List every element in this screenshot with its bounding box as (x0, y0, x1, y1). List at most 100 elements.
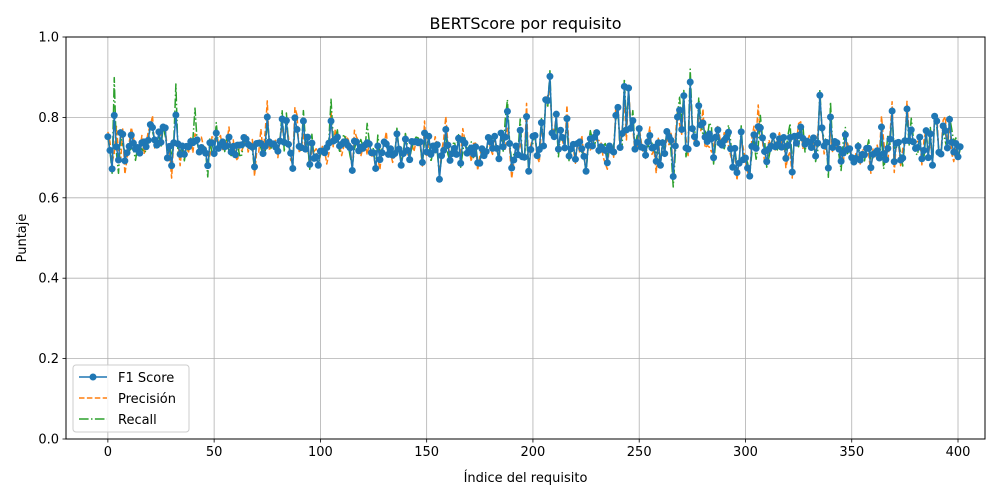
f1-score-point (580, 152, 588, 160)
f1-score-point (784, 142, 792, 150)
f1-score-point (223, 142, 231, 150)
f1-score-point (520, 153, 528, 161)
f1-score-point (880, 150, 888, 158)
f1-score-point (943, 144, 951, 152)
f1-score-point (937, 150, 945, 158)
f1-score-point (442, 125, 450, 133)
f1-score-point (954, 153, 962, 161)
f1-score-point (112, 143, 120, 151)
f1-score-point (457, 159, 465, 167)
f1-score-point (610, 148, 618, 156)
f1-score-point (121, 157, 129, 165)
f1-score-point (452, 150, 460, 158)
y-tick-label: 1.0 (38, 31, 59, 46)
f1-score-point (446, 156, 454, 164)
y-axis: 0.0 0.2 0.4 0.6 0.8 1.0 (38, 31, 66, 448)
f1-score-point (633, 138, 641, 146)
f1-score-point (149, 123, 156, 131)
f1-score-point (878, 123, 885, 131)
f1-score-point (314, 161, 322, 169)
f1-score-point (833, 139, 841, 147)
x-tick-label: 350 (839, 445, 864, 460)
f1-score-point (731, 144, 739, 152)
series-layer (104, 68, 964, 188)
f1-score-point (119, 130, 127, 138)
f1-score-point (867, 164, 875, 172)
f1-score-point (493, 144, 501, 152)
f1-score-point (503, 107, 511, 115)
f1-score-point (737, 128, 745, 136)
f1-score-point (501, 133, 509, 141)
f1-score-point (690, 133, 698, 141)
f1-score-point (907, 126, 915, 134)
f1-score-point (393, 130, 401, 138)
f1-score-point (688, 125, 696, 133)
x-tick-label: 0 (104, 445, 112, 460)
f1-score-point (210, 150, 218, 158)
f1-score-point (601, 146, 609, 154)
f1-score-point (576, 138, 584, 146)
f1-score-point (259, 150, 267, 158)
f1-score-point (805, 138, 813, 146)
f1-score-point (372, 164, 380, 172)
f1-score-point (890, 158, 898, 166)
y-tick-label: 0.0 (38, 433, 59, 448)
f1-score-point (565, 152, 573, 160)
f1-score-point (544, 97, 552, 105)
y-tick-label: 0.2 (38, 352, 59, 367)
f1-score-point (667, 136, 675, 144)
f1-score-point (506, 140, 514, 148)
f1-score-point (136, 149, 144, 157)
y-tick-label: 0.8 (38, 111, 59, 126)
f1-score-point (642, 151, 650, 159)
legend: F1 Score Precisión Recall (72, 364, 190, 433)
f1-score-point (308, 139, 316, 147)
legend-box (72, 364, 190, 433)
f1-score-point (756, 124, 764, 132)
f1-score-point (741, 154, 749, 162)
f1-score-point (161, 124, 169, 132)
f1-score-point (914, 144, 922, 152)
f1-score-point (202, 149, 210, 157)
f1-score-point (495, 155, 503, 163)
f1-score-point (374, 142, 382, 150)
x-tick-label: 100 (308, 445, 333, 460)
f1-score-point (676, 106, 684, 114)
f1-score-point (127, 131, 135, 139)
f1-score-point (306, 160, 314, 168)
f1-score-point (291, 114, 299, 122)
f1-score-point (778, 143, 786, 151)
f1-score-point (533, 152, 541, 160)
f1-score-point (941, 127, 949, 135)
x-tick-label: 150 (414, 445, 439, 460)
f1-score-point (499, 143, 507, 151)
f1-score-point (440, 146, 448, 154)
f1-score-point (302, 145, 310, 153)
f1-score-point (444, 141, 452, 149)
f1-score-point (616, 144, 624, 152)
legend-recall-label: Recall (118, 413, 157, 428)
f1-score-point (450, 144, 458, 152)
f1-score-point (333, 133, 341, 141)
f1-score-point (603, 159, 611, 167)
f1-score-point (888, 107, 896, 115)
f1-score-point (926, 130, 934, 138)
f1-score-point (491, 132, 499, 140)
f1-score-point (929, 161, 936, 169)
f1-score-point (482, 148, 490, 156)
f1-score-point (763, 158, 771, 166)
x-tick-label: 400 (946, 445, 971, 460)
f1-score-point (425, 132, 433, 140)
f1-score-point (750, 131, 758, 139)
f1-score-point (321, 149, 329, 157)
f1-score-point (899, 154, 907, 162)
f1-score-point (860, 151, 868, 159)
f1-score-point (792, 139, 800, 147)
f1-score-point (554, 145, 562, 153)
f1-score-point (807, 144, 815, 152)
f1-score-point (285, 140, 293, 148)
f1-score-point (882, 156, 890, 164)
f1-score-point (251, 163, 259, 171)
f1-score-point (510, 156, 518, 164)
